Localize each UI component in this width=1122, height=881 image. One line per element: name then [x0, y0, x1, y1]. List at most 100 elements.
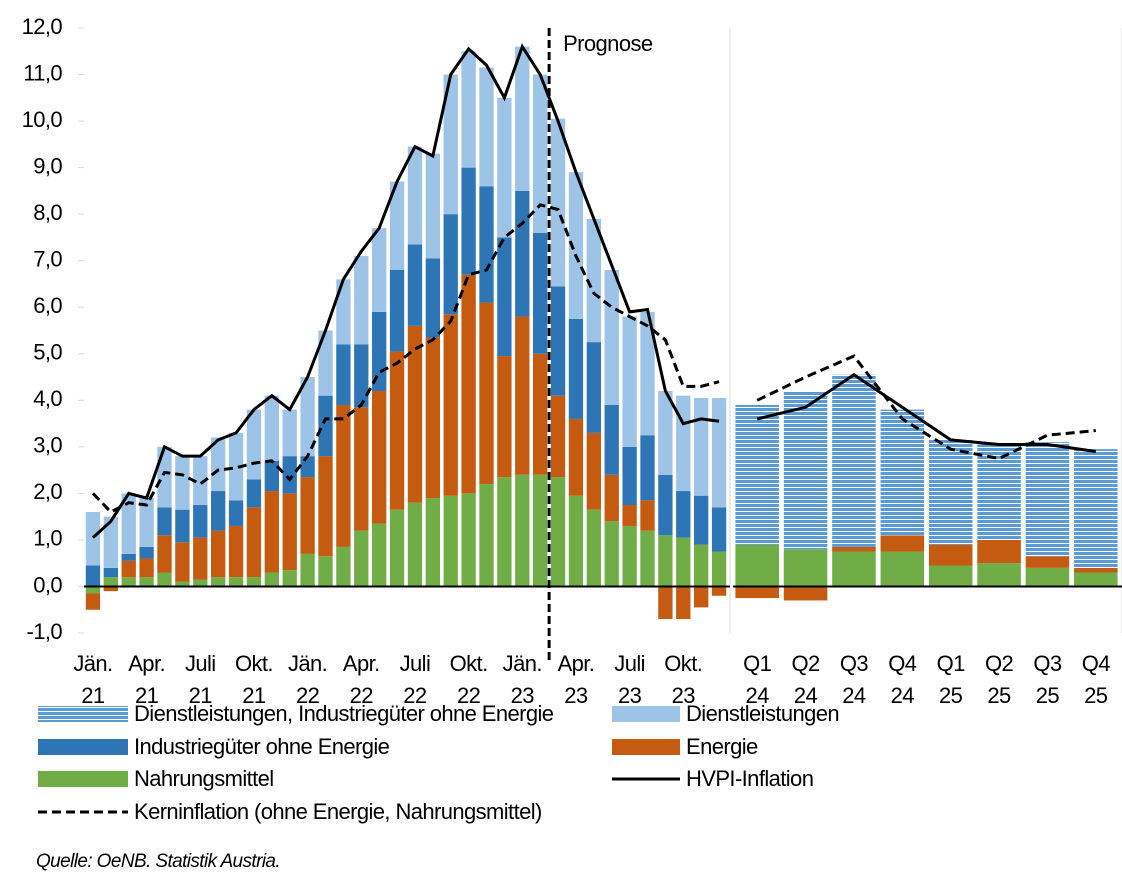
bar-segment: [604, 474, 619, 522]
bar-segment: [568, 172, 584, 319]
x-tick-label: Q3 24: [840, 651, 869, 708]
bar-segment: [121, 577, 136, 587]
bar-segment: [121, 553, 136, 561]
bar-segment: [783, 586, 828, 601]
bar-segment: [658, 535, 673, 587]
annotation: Prognose: [563, 31, 653, 56]
legend-swatch: [612, 739, 680, 755]
bar-segment: [676, 491, 691, 538]
bar-segment: [604, 270, 619, 405]
bar-segment: [211, 437, 226, 492]
bar-segment: [264, 491, 279, 573]
bar-segment: [694, 586, 709, 608]
bar-segment: [622, 525, 637, 587]
bar-segment: [783, 391, 828, 550]
bar-segment: [389, 270, 405, 352]
x-tick-label: Juli 22: [400, 651, 431, 708]
x-tick-label: Okt. 22: [450, 651, 488, 708]
bar-segment: [354, 530, 369, 587]
bar-segment: [85, 593, 101, 610]
bar-segment: [497, 477, 512, 587]
bar-segment: [336, 279, 351, 345]
bar-segment: [586, 432, 601, 510]
bar-segment: [783, 549, 828, 587]
x-tick-label: Okt. 21: [235, 651, 273, 708]
bar-segment: [832, 546, 876, 552]
bar-segment: [425, 337, 440, 499]
bar-segment: [264, 395, 279, 461]
bar-segment: [407, 244, 423, 326]
y-tick-label: 12,0: [22, 14, 63, 39]
bar-segment: [622, 505, 637, 526]
bar-segment: [443, 495, 458, 587]
x-tick-label: Q3 25: [1033, 651, 1062, 708]
bar-segment: [318, 395, 333, 457]
legend-label: Dienstleistungen: [686, 701, 839, 726]
bar-segment: [228, 577, 244, 587]
bar-segment: [461, 274, 476, 494]
y-tick-label: 0,0: [33, 572, 62, 597]
bar-segment: [443, 314, 458, 496]
bar-segment: [85, 565, 101, 587]
x-tick-label: Apr. 21: [128, 651, 165, 708]
bar-segment: [479, 302, 494, 485]
bar-segment: [550, 477, 566, 587]
bar-segment: [193, 579, 208, 587]
bar-segment: [497, 356, 512, 478]
bar-segment: [103, 586, 118, 592]
bar-segment: [264, 572, 279, 587]
bar-segment: [586, 342, 601, 433]
bar-segment: [246, 409, 262, 480]
bar-segment: [880, 551, 925, 587]
bar-segment: [407, 146, 423, 245]
bar-segment: [735, 404, 779, 545]
bar-segment: [228, 525, 244, 578]
bar-segment: [175, 456, 190, 510]
bar-segment: [658, 391, 673, 475]
legend-label: Dienstleistungen, Industriegüter ohne En…: [134, 701, 554, 726]
bar-segment: [425, 258, 440, 338]
bar-segment: [372, 391, 387, 524]
x-tick-label: Q1 25: [937, 651, 966, 708]
bar-segment: [228, 500, 244, 526]
bar-segment: [157, 535, 172, 573]
bar-segment: [533, 74, 548, 233]
bar-segment: [318, 556, 333, 587]
legend-swatch: [38, 739, 128, 755]
bar-segment: [568, 495, 584, 587]
bar-segment: [550, 286, 566, 396]
x-tick-label: Okt. 23: [664, 651, 702, 708]
x-tick-label: Apr. 22: [343, 651, 380, 708]
bar-segment: [300, 553, 315, 587]
bar-segment: [640, 530, 655, 587]
annotation-bg: [555, 30, 674, 60]
bar-segment: [389, 181, 405, 270]
bar-segment: [85, 586, 101, 594]
bar-segment: [246, 507, 262, 578]
bar-segment: [264, 460, 279, 492]
bar-segment: [880, 535, 925, 552]
bar-segment: [533, 232, 548, 354]
bar-segment: [372, 523, 387, 587]
bar-segment: [479, 67, 494, 187]
bar-segment: [246, 479, 262, 508]
y-tick-label: -1,0: [26, 619, 62, 644]
bar-segment: [193, 537, 208, 580]
y-tick-label: 9,0: [33, 153, 62, 178]
x-tick-label: Jän. 23: [503, 651, 542, 708]
x-tick-label: Q4 25: [1082, 651, 1111, 708]
bar-segment: [85, 512, 101, 566]
bar-segment: [977, 444, 1021, 540]
x-tick-label: Q2 24: [791, 651, 820, 708]
bar-segment: [977, 539, 1021, 564]
bar-segment: [568, 318, 584, 419]
bar-segment: [832, 551, 876, 587]
bar-segment: [407, 502, 423, 587]
y-tick-label: 11,0: [23, 60, 62, 85]
bar-segment: [640, 500, 655, 531]
bar-segment: [372, 228, 387, 312]
bar-segment: [622, 446, 637, 506]
bar-segment: [515, 46, 530, 191]
x-tick-label: Juli 23: [614, 651, 645, 708]
bar-segment: [604, 521, 619, 587]
